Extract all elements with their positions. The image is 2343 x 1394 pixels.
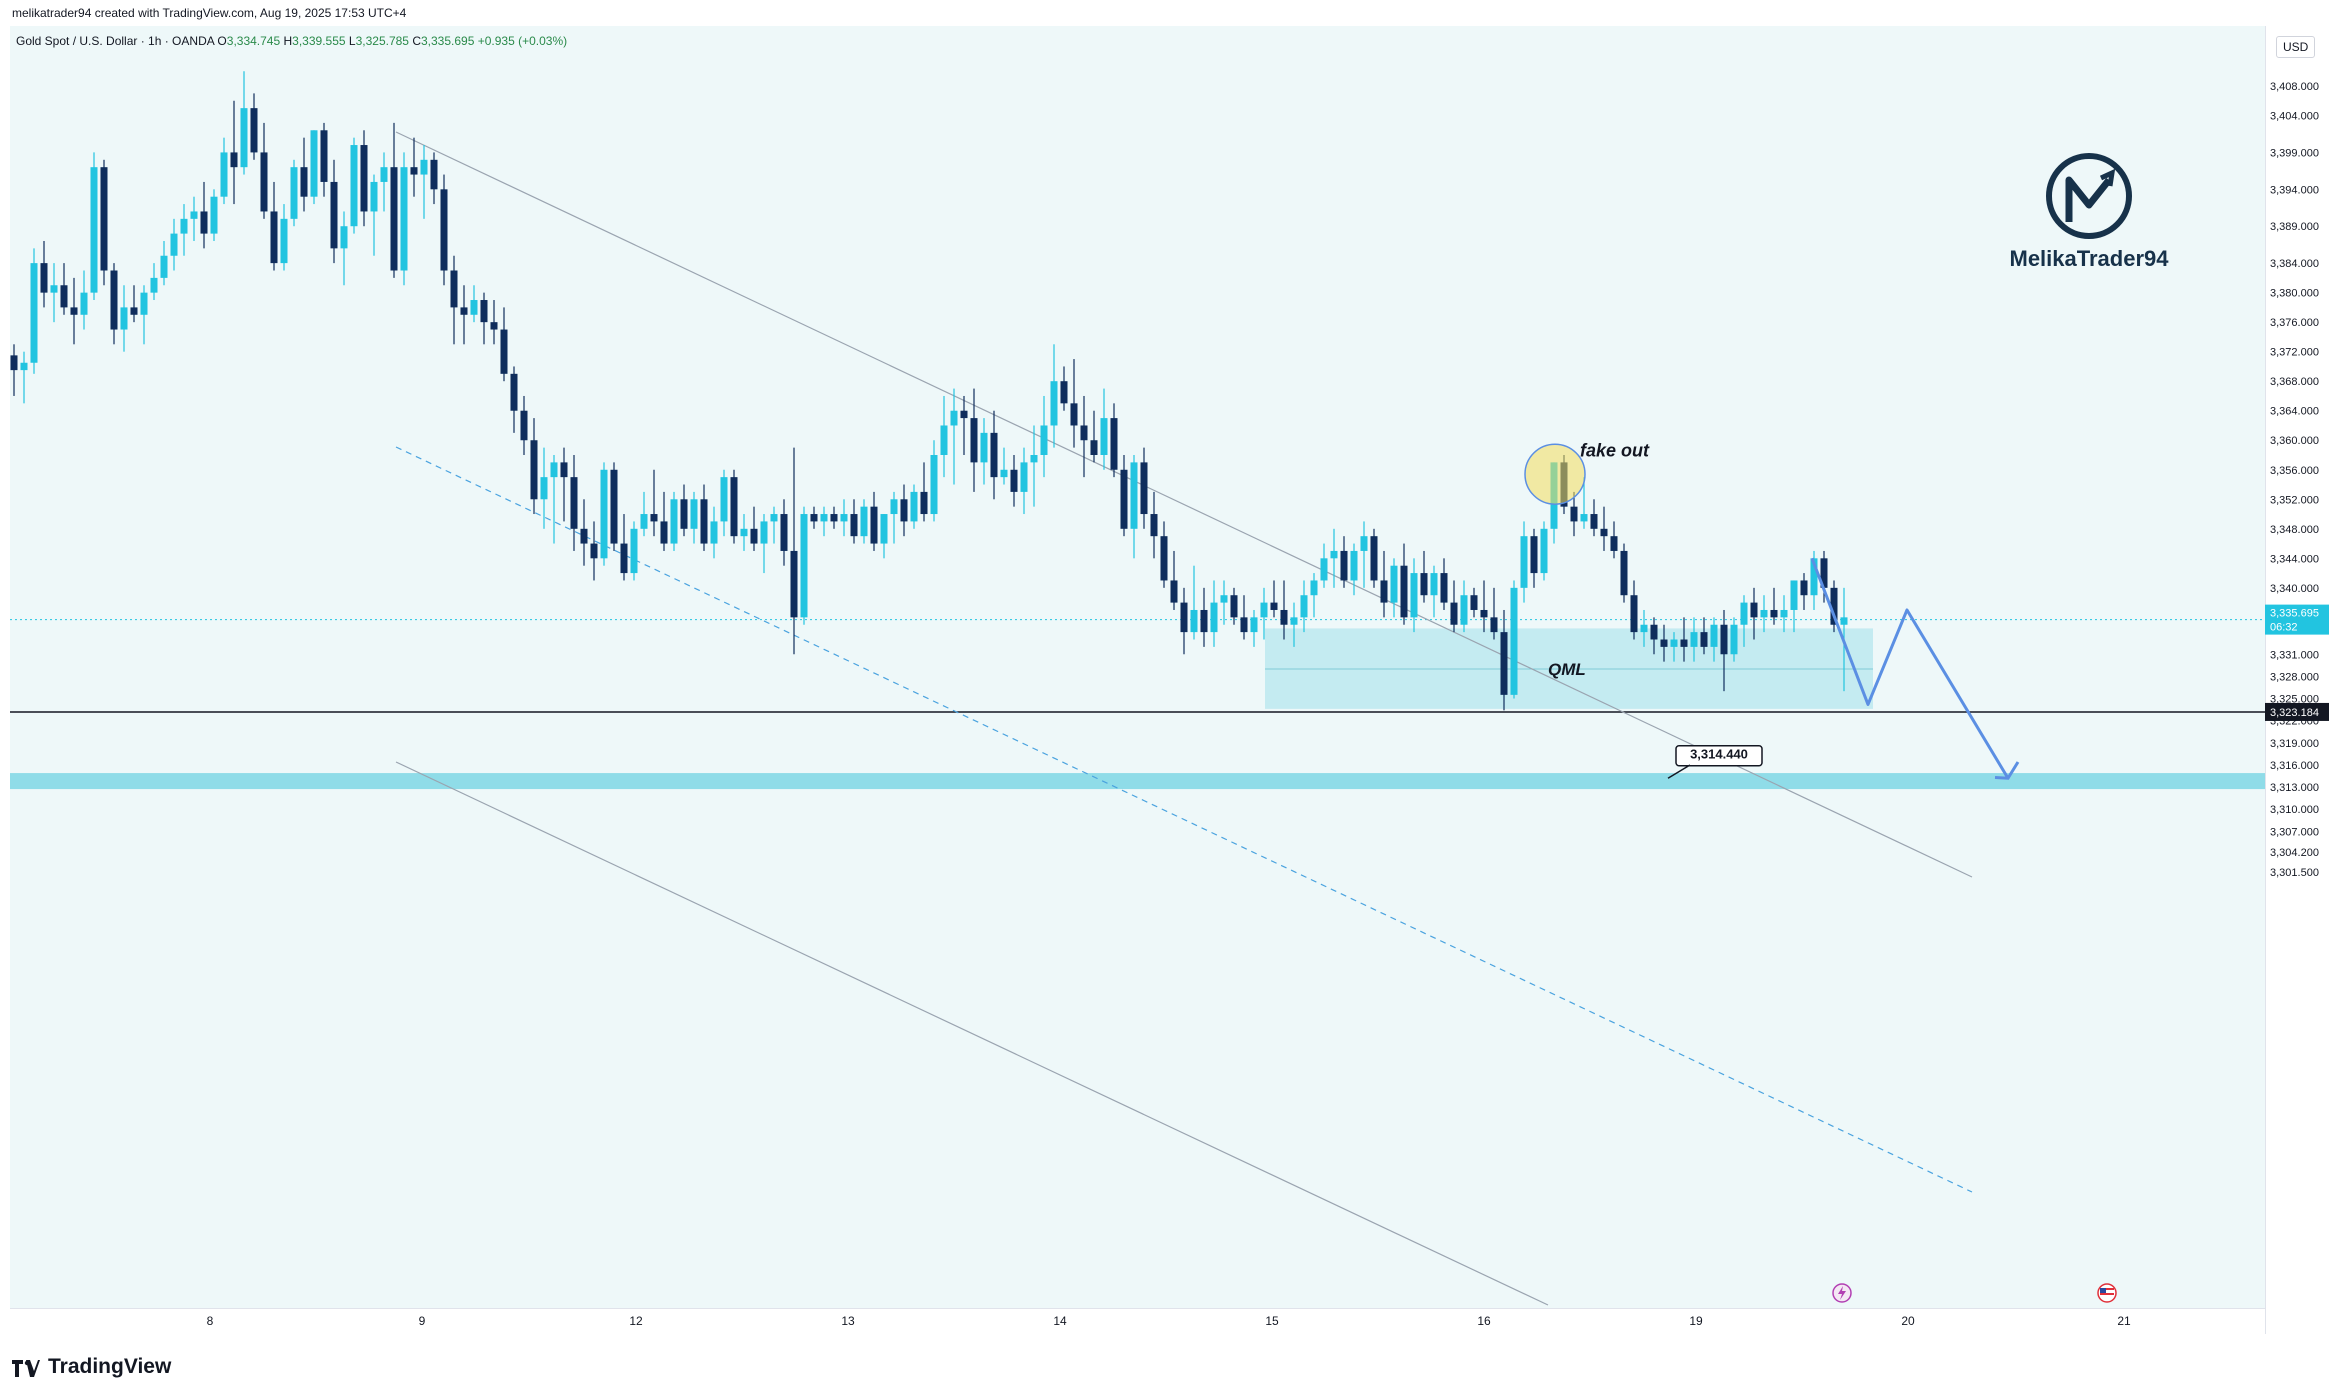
price-change: +0.935 (+0.03%) — [477, 34, 568, 48]
ohlc-open: O3,334.745 — [217, 34, 281, 48]
chart-area[interactable] — [10, 26, 2272, 1308]
attribution-text: melikatrader94 created with TradingView.… — [12, 6, 407, 20]
ohlc-high: H3,339.555 — [283, 34, 346, 48]
tradingview-mark-icon — [12, 1359, 40, 1377]
tradingview-logo[interactable]: TradingView — [12, 1355, 171, 1379]
tradingview-logo-text: TradingView — [48, 1355, 172, 1378]
ohlc-low: L3,325.785 — [348, 34, 409, 48]
symbol-info-bar: Gold Spot / U.S. Dollar · 1h · OANDA O3,… — [16, 34, 567, 48]
ohlc-close: C3,335.695 — [412, 34, 475, 48]
time-axis[interactable] — [10, 1308, 2265, 1339]
currency-label[interactable]: USD — [2276, 36, 2316, 58]
symbol-name[interactable]: Gold Spot / U.S. Dollar · 1h · OANDA — [16, 34, 215, 48]
price-axis[interactable] — [2265, 26, 2341, 1334]
